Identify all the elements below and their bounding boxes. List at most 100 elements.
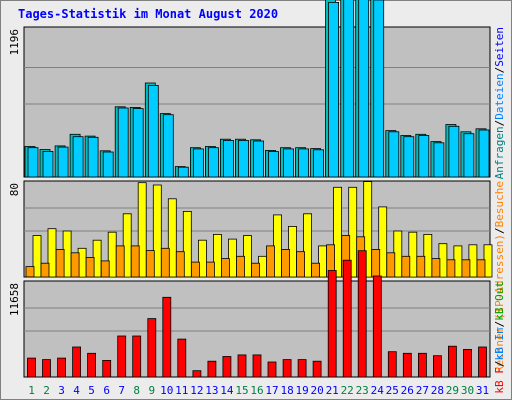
legend-entry: Rechner (IP-Adressen) [493, 234, 506, 373]
bar-besuche-day-3 [55, 248, 65, 278]
y-max-label: 80 [8, 183, 21, 196]
bar-kb-f-day-14 [222, 356, 232, 378]
day-label: 25 [386, 384, 399, 397]
bar-dateien-day-19 [298, 148, 310, 178]
day-label: 19 [295, 384, 308, 397]
bar-dateien-day-17 [268, 151, 279, 178]
bar-besuche-day-18 [281, 248, 290, 278]
bar-kb-f-day-16 [252, 354, 262, 378]
legend-top: Anfragen/Dateien/Seiten [493, 27, 506, 179]
bar-rechner-ip-adressen--day-26 [408, 231, 418, 278]
day-label: 21 [326, 384, 339, 397]
legend-bottom: kB F/kB In/kB Out [493, 281, 506, 394]
bar-besuche-day-27 [416, 255, 426, 278]
legend-entry: Besuche [493, 181, 506, 227]
bar-dateien-day-14 [222, 139, 234, 178]
bar-dateien-day-6 [102, 151, 114, 178]
bar-kb-f-day-3 [57, 357, 66, 378]
bar-besuche-day-2 [40, 262, 50, 278]
bar-rechner-ip-adressen--day-21 [333, 186, 343, 278]
bar-besuche-day-31 [476, 259, 486, 278]
bar-kb-f-day-11 [177, 338, 187, 378]
bar-kb-f-day-19 [297, 359, 307, 378]
day-label: 24 [371, 384, 385, 397]
bar-dateien-day-31 [478, 129, 490, 178]
y-max-label: 1196 [8, 29, 21, 56]
day-labels: 1 2 3 4 5 6 7 8 9 10 11 12 13 14 15 16 17 18 19 20 21 22 23 24 2… [28, 384, 489, 397]
bar-dateien-day-2 [42, 150, 54, 178]
day-label: 5 [88, 384, 95, 397]
bar-dateien-day-16 [253, 140, 264, 178]
day-label: 20 [310, 384, 323, 397]
legend-entry: kB Out [493, 281, 506, 321]
bar-kb-f-day-22 [342, 259, 352, 378]
day-label: 3 [58, 384, 65, 397]
bar-besuche-day-8 [130, 245, 140, 278]
bar-besuche-day-24 [371, 248, 381, 278]
day-label: 8 [133, 384, 140, 397]
legend-entry: / [493, 120, 506, 127]
legend-entry: / [493, 361, 506, 368]
bar-kb-f-day-25 [387, 351, 397, 378]
bar-besuche-day-20 [311, 262, 321, 278]
bar-besuche-day-30 [461, 259, 471, 278]
bar-dateien-day-15 [238, 139, 249, 178]
bar-dateien-day-26 [403, 136, 415, 178]
day-label: 17 [265, 384, 278, 397]
bar-kb-f-day-23 [357, 250, 367, 378]
bar-kb-f-day-30 [463, 348, 472, 378]
bar-rechner-ip-adressen--day-1 [32, 235, 42, 278]
bar-dateien-day-22 [343, 0, 355, 178]
day-label: 11 [175, 384, 188, 397]
y-max-label: 11658 [8, 283, 21, 316]
day-label: 15 [235, 384, 248, 397]
bar-kb-f-day-9 [147, 318, 157, 378]
day-label: 7 [118, 384, 125, 397]
day-label: 16 [250, 384, 263, 397]
day-label: 4 [73, 384, 80, 397]
bar-dateien-day-1 [27, 147, 39, 178]
bar-kb-f-day-2 [42, 359, 51, 378]
bar-rechner-ip-adressen--day-11 [182, 210, 192, 278]
bar-rechner-ip-adressen--day-22 [348, 186, 358, 278]
bar-dateien-day-12 [192, 148, 204, 178]
bar-rechner-ip-adressen--day-12 [197, 239, 207, 278]
bar-besuche-day-12 [190, 261, 200, 278]
bar-besuche-day-13 [205, 261, 215, 278]
legend-entry: Anfragen [493, 126, 506, 179]
day-label: 6 [103, 384, 110, 397]
bar-dateien-day-13 [207, 147, 219, 178]
bar-besuche-day-5 [85, 256, 95, 278]
bar-besuche-day-9 [145, 250, 155, 278]
day-label: 29 [446, 384, 459, 397]
legend-entry: Dateien [493, 73, 506, 119]
bar-besuche-day-6 [100, 260, 110, 278]
bar-kb-f-day-15 [237, 354, 247, 378]
bar-besuche-day-7 [115, 245, 125, 278]
bar-dateien-day-4 [72, 136, 84, 178]
bar-besuche-day-26 [401, 255, 411, 278]
day-label: 14 [220, 384, 234, 397]
day-label: 30 [461, 384, 474, 397]
bar-dateien-day-9 [147, 85, 159, 178]
day-label: 1 [28, 384, 35, 397]
bar-besuche-day-16 [251, 262, 260, 278]
legend-entry: / [493, 321, 506, 328]
bar-besuche-day-4 [70, 252, 80, 278]
bar-rechner-ip-adressen--day-13 [212, 233, 222, 278]
day-label: 12 [190, 384, 203, 397]
day-label: 23 [356, 384, 369, 397]
bar-kb-f-day-10 [162, 296, 172, 378]
bar-kb-f-day-26 [402, 352, 412, 378]
day-label: 22 [341, 384, 354, 397]
bar-rechner-ip-adressen--day-24 [378, 206, 388, 278]
bar-rechner-ip-adressen--day-23 [363, 181, 373, 278]
bar-dateien-day-25 [388, 131, 400, 178]
legend-entry: / [493, 67, 506, 74]
bar-kb-f-day-8 [132, 335, 142, 378]
bar-rechner-ip-adressen--day-10 [167, 198, 177, 278]
bar-rechner-ip-adressen--day-19 [303, 213, 313, 278]
bar-dateien-day-3 [57, 146, 69, 178]
bar-kb-f-day-29 [447, 345, 457, 378]
